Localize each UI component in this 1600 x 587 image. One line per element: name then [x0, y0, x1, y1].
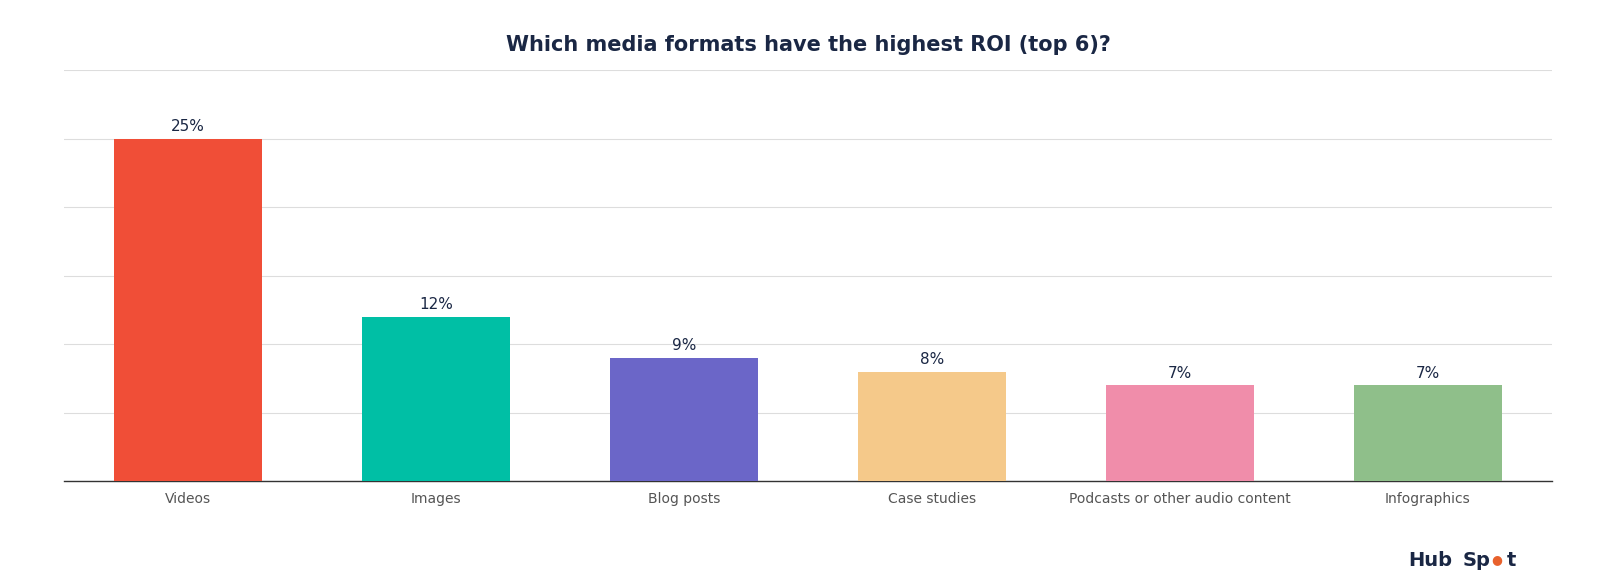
Bar: [114, 139, 262, 481]
Text: 7%: 7%: [1416, 366, 1440, 380]
Bar: [1106, 386, 1254, 481]
Bar: [610, 358, 758, 481]
Bar: [362, 317, 510, 481]
Text: 25%: 25%: [171, 119, 205, 134]
Bar: [1354, 386, 1502, 481]
Text: ●: ●: [1491, 553, 1502, 566]
Text: Hub: Hub: [1408, 551, 1453, 570]
Text: 12%: 12%: [419, 297, 453, 312]
Bar: [858, 372, 1006, 481]
Text: t: t: [1507, 551, 1517, 570]
Text: 7%: 7%: [1168, 366, 1192, 380]
Text: Sp: Sp: [1462, 551, 1490, 570]
Title: Which media formats have the highest ROI (top 6)?: Which media formats have the highest ROI…: [506, 35, 1110, 55]
Text: 8%: 8%: [920, 352, 944, 367]
Text: 9%: 9%: [672, 338, 696, 353]
